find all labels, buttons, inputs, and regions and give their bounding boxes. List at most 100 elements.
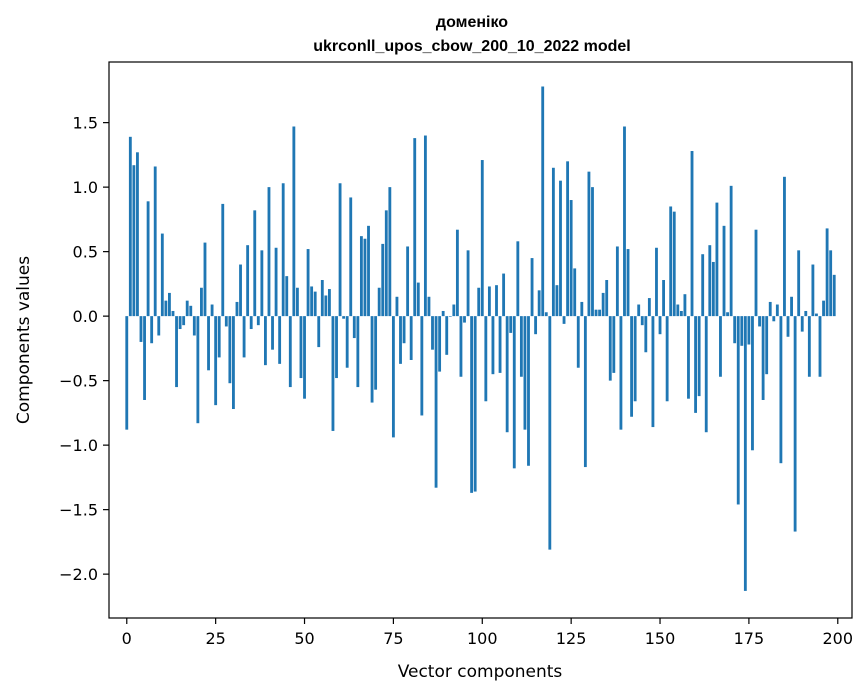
bar-8: [153, 166, 157, 317]
bar-40: [267, 187, 271, 317]
bar-28: [224, 316, 228, 327]
bar-24: [210, 304, 214, 317]
bar-152: [665, 316, 669, 402]
y-tick-label: −1.5: [59, 501, 98, 520]
bar-16: [182, 316, 186, 326]
bar-153: [669, 206, 673, 317]
bar-185: [783, 176, 786, 317]
x-tick-label: 75: [383, 629, 403, 648]
bar-181: [768, 301, 772, 317]
bar-4: [139, 316, 143, 342]
bar-12: [168, 292, 171, 317]
bar-126: [573, 268, 577, 317]
bar-135: [605, 280, 609, 317]
bar-23: [207, 316, 210, 371]
bar-21: [200, 287, 203, 317]
bar-29: [228, 316, 232, 384]
bar-139: [619, 316, 623, 430]
bar-141: [626, 249, 630, 317]
bar-161: [697, 316, 701, 397]
bar-187: [790, 296, 793, 317]
bar-44: [281, 183, 285, 317]
bar-109: [512, 316, 516, 469]
bar-120: [551, 167, 555, 317]
x-tick-label: 200: [823, 629, 854, 648]
bar-75: [391, 316, 395, 438]
bar-53: [313, 291, 317, 317]
bar-186: [786, 316, 790, 337]
bar-20: [196, 316, 200, 424]
bar-116: [537, 290, 541, 317]
bar-137: [612, 316, 616, 373]
bar-56: [324, 295, 328, 317]
bar-193: [811, 264, 815, 317]
bar-72: [381, 243, 385, 317]
bar-9: [157, 316, 161, 336]
bar-42: [274, 247, 278, 317]
bar-117: [541, 86, 545, 317]
y-tick-label: −2.0: [59, 565, 98, 584]
bar-69: [370, 316, 374, 403]
bar-57: [327, 289, 331, 317]
x-tick-label: 100: [467, 629, 498, 648]
bar-143: [633, 316, 637, 402]
bar-157: [683, 294, 687, 317]
x-axis-label: Vector components: [398, 662, 563, 682]
bar-61: [342, 316, 346, 319]
bar-121: [555, 285, 559, 317]
bar-122: [559, 180, 562, 317]
y-tick-label: 0.5: [73, 243, 98, 262]
bar-95: [463, 316, 466, 323]
bar-118: [544, 312, 548, 317]
bar-7: [150, 316, 154, 344]
bar-70: [374, 316, 378, 390]
bar-65: [356, 316, 360, 388]
bar-45: [285, 276, 289, 317]
x-tick-label: 0: [122, 629, 132, 648]
bar-107: [505, 316, 509, 433]
bar-148: [651, 316, 655, 428]
bar-5: [143, 316, 146, 400]
x-tick-label: 175: [734, 629, 765, 648]
bar-78: [402, 316, 406, 344]
bar-188: [793, 316, 797, 532]
bar-175: [747, 316, 751, 345]
bar-52: [310, 286, 314, 317]
bar-183: [775, 304, 779, 317]
bar-171: [733, 316, 737, 344]
bar-1: [128, 136, 132, 317]
bar-177: [754, 229, 758, 317]
bar-31: [235, 301, 239, 317]
bar-87: [434, 316, 438, 488]
bar-47: [292, 126, 296, 317]
bar-51: [306, 249, 310, 317]
bar-92: [452, 304, 456, 317]
bar-199: [832, 274, 836, 317]
bar-48: [295, 287, 299, 317]
x-tick-label: 50: [294, 629, 314, 648]
bar-34: [246, 245, 250, 317]
bar-192: [807, 316, 811, 377]
bar-76: [395, 296, 399, 317]
bar-83: [420, 316, 424, 416]
bars-group: [125, 86, 836, 591]
bar-97: [470, 316, 474, 493]
bar-159: [690, 151, 694, 317]
bar-17: [185, 300, 189, 317]
bar-58: [331, 316, 335, 431]
y-tick-label: 0.0: [73, 307, 98, 326]
y-tick-label: 1.5: [73, 114, 98, 133]
bar-37: [256, 316, 260, 326]
bar-149: [655, 247, 658, 317]
y-tick-label: −1.0: [59, 436, 98, 455]
bar-96: [466, 250, 470, 317]
bar-176: [751, 316, 754, 451]
bar-156: [679, 310, 683, 317]
bar-167: [719, 316, 722, 377]
bar-99: [477, 287, 481, 317]
bar-54: [317, 316, 321, 348]
bar-168: [722, 225, 726, 317]
bar-127: [576, 316, 580, 368]
bar-151: [662, 280, 665, 317]
bar-10: [160, 233, 164, 317]
